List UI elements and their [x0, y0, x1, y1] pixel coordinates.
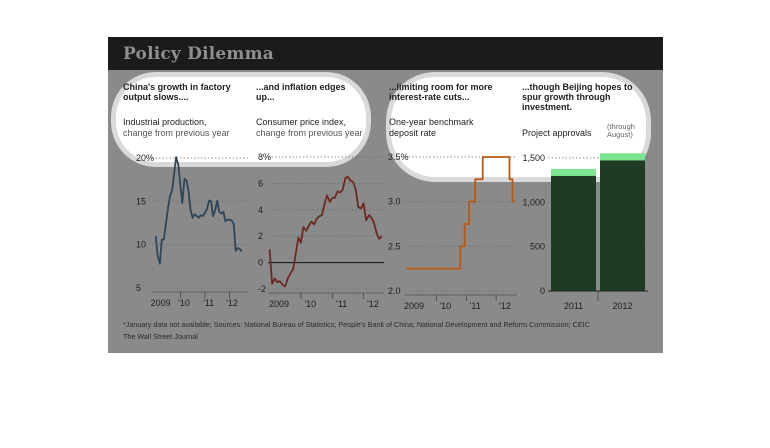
footnote: *January data not available; Sources: Na…	[123, 319, 590, 343]
highlight-left	[116, 77, 366, 162]
panel-4-x-tick-label: 2012	[612, 301, 632, 311]
panel-2-x-tick-label: '11	[336, 299, 347, 309]
panel-2-x-tick-label: '10	[304, 299, 316, 309]
panel-1-x-tick-label: '10	[178, 298, 190, 308]
panel-3-subtitle: One-year benchmark deposit rate	[389, 117, 474, 138]
panel-2-y-tick-label: 2	[258, 231, 263, 241]
bar-top-2011	[551, 168, 596, 176]
panel-4-subtitle-note: (through August)	[607, 122, 635, 139]
panel-3-x-tick-label: '11	[470, 301, 481, 311]
deposit-rate-line	[406, 156, 515, 270]
panel-2-subtitle-line2: change from previous year	[256, 128, 363, 138]
panel-3-title: ...limiting room for more interest-rate …	[389, 82, 493, 102]
panel-4-y-tick-label: 1,000	[522, 197, 545, 207]
panel-3-y-tick-label: 3.0	[388, 197, 401, 207]
panel-2-subtitle-line1: Consumer price index,	[256, 117, 347, 127]
panel-3-y-tick-label: 2.5	[388, 241, 401, 251]
panel-3-y-tick-label: 3.5%	[388, 152, 409, 162]
panel-2-subtitle: Consumer price index, change from previo…	[256, 117, 386, 139]
panel-3-x-tick-label: '10	[439, 301, 451, 311]
footnote-credit: The Wall Street Journal	[123, 332, 198, 341]
panel-4-y-tick-label: 500	[530, 242, 545, 252]
panel-2-y-tick-label: 4	[258, 205, 263, 215]
panel-1-y-tick-label: 10	[136, 240, 146, 250]
bar-top-2012	[600, 153, 645, 161]
title-bar: Policy Dilemma	[108, 37, 663, 70]
panel-3-y-tick-label: 2.0	[388, 286, 401, 296]
panel-1-x-tick-label: '12	[226, 298, 238, 308]
panel-4-title: ...though Beijing hopes to spur growth t…	[522, 82, 633, 112]
panel-4-y-tick-label: 0	[540, 286, 545, 296]
panel-1-subtitle: Industrial production, change from previ…	[123, 117, 253, 139]
panel-1-subtitle-line1: Industrial production,	[123, 117, 207, 127]
panel-3-x-tick-label: '12	[499, 301, 511, 311]
panel-2-y-tick-label: 0	[258, 258, 263, 268]
panel-2-y-tick-label: -2	[258, 284, 266, 294]
panel-2-title: ...and inflation edges up...	[256, 82, 346, 102]
policy-dilemma-graphic: Policy Dilemma 20% 15 10 5 2009 '10 '11 '12 8% 6 4…	[108, 37, 663, 353]
panel-1-title: China's growth in factory output slows..…	[123, 82, 231, 102]
bar-2011	[551, 168, 596, 291]
panel-1-y-tick-label: 20%	[136, 153, 154, 163]
panel-4-y-tick-label: 1,500	[522, 153, 545, 163]
panel-1-x-tick-label: '11	[203, 298, 214, 308]
panel-4-x-tick-label: 2011	[564, 301, 583, 311]
consumer-price-index-line	[268, 175, 383, 288]
panel-3-x-tick-label: 2009	[404, 301, 424, 311]
industrial-production-line	[154, 156, 243, 265]
panel-4-subtitle: Project approvals	[522, 128, 592, 138]
footnote-sources: *January data not available; Sources: Na…	[123, 320, 590, 329]
panel-2-y-tick-label: 8%	[258, 152, 271, 162]
panel-2-y-tick-label: 6	[258, 178, 263, 188]
panel-2-x-tick-label: '12	[367, 299, 379, 309]
bar-2012	[600, 153, 645, 291]
panel-1-y-tick-label: 5	[136, 283, 141, 293]
panel-1-y-tick-label: 15	[136, 196, 146, 206]
panel-1-subtitle-line2: change from previous year	[123, 128, 230, 138]
panel-2-x-tick-label: 2009	[269, 299, 289, 309]
chart-title: Policy Dilemma	[123, 44, 274, 64]
panel-1-x-tick-label: 2009	[151, 298, 171, 308]
